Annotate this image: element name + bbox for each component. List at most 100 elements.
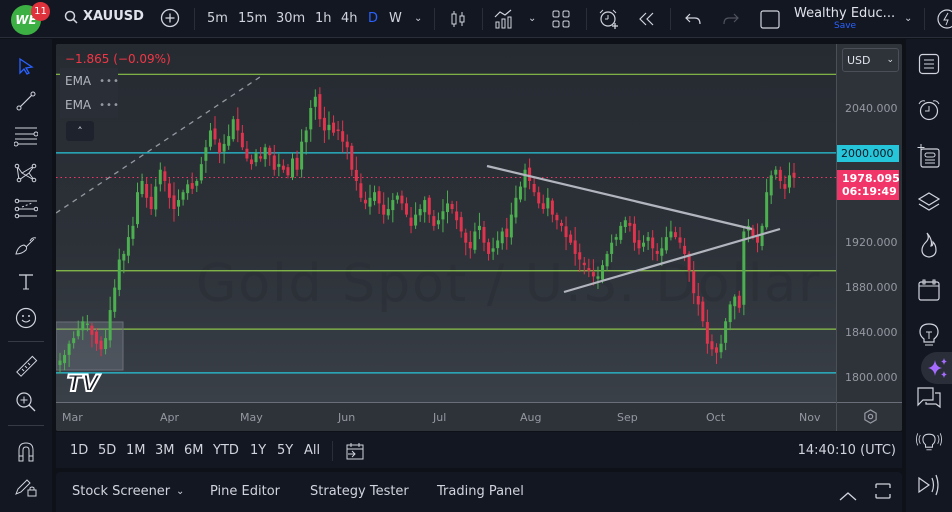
range-6m[interactable]: 6M (184, 443, 204, 458)
alarm-plus-icon (599, 9, 618, 29)
trendline-icon (16, 91, 36, 111)
smiley-icon (15, 307, 37, 329)
timeframe-15m[interactable]: 15m (238, 11, 268, 26)
calendar-arrow-icon (346, 443, 364, 460)
redo-button[interactable] (723, 12, 739, 26)
range-5y[interactable]: 5Y (277, 443, 294, 458)
right-sidebar (906, 39, 952, 512)
brush-tool[interactable] (13, 233, 39, 259)
calendar-button[interactable] (916, 277, 942, 303)
bottom-panel-tabs: Stock Screener ⌄ Pine Editor Strategy Te… (56, 472, 902, 512)
range-1d[interactable]: 1D (70, 443, 89, 458)
live-button[interactable] (916, 472, 942, 498)
trendline-tool[interactable] (13, 88, 39, 114)
object-tree-button[interactable] (916, 143, 942, 169)
undo-button[interactable] (685, 12, 701, 26)
date-range-bar: 1D 5D 1M 3M 6M YTD 1Y 5Y All 14:40:10 (U… (56, 432, 902, 468)
indicators-icon (494, 9, 512, 29)
ideas-button[interactable] (916, 322, 942, 348)
compare-symbol-button[interactable] (160, 8, 180, 28)
go-to-date-button[interactable] (345, 441, 365, 465)
tab-stock-screener[interactable]: Stock Screener (72, 484, 171, 499)
timeframe-1h[interactable]: 1h (315, 11, 332, 26)
forecast-tool[interactable] (13, 196, 39, 222)
streams-button[interactable] (916, 429, 942, 455)
hotlists-button[interactable] (916, 232, 942, 258)
flame-icon (921, 232, 937, 258)
layout-button[interactable] (552, 10, 570, 28)
timeframe-w[interactable]: W (389, 11, 402, 26)
timeframe-5m[interactable]: 5m (207, 11, 228, 26)
fullscreen-toggle-button[interactable] (760, 10, 780, 29)
price-label: 1800.000 (845, 371, 898, 384)
timeframe-dropdown-chevron-icon[interactable]: ⌄ (414, 13, 423, 24)
ruler-icon (16, 355, 38, 377)
range-ytd[interactable]: YTD (213, 443, 239, 458)
quick-search-button[interactable] (936, 8, 952, 30)
symbol-watermark: Gold Spot / U.S. Dollar (196, 254, 822, 314)
undo-icon (685, 13, 701, 25)
price-change: −1.865 (−0.09%) (65, 52, 171, 66)
cursor-tool[interactable] (13, 53, 39, 79)
symbol-search[interactable]: XAUUSD (64, 9, 144, 24)
tradingview-logo[interactable]: TV (66, 371, 100, 398)
indicators-button[interactable] (494, 9, 516, 29)
month-label: Oct (706, 411, 726, 424)
fib-tool[interactable] (13, 123, 39, 149)
indicators-dropdown-chevron-icon[interactable]: ⌄ (528, 13, 537, 24)
range-all[interactable]: All (304, 443, 321, 458)
replay-button[interactable] (638, 11, 656, 27)
range-1y[interactable]: 1Y (250, 443, 267, 458)
price-axis[interactable]: USD ⌄ 2040.000 2000.000 1978.095 06:19:4… (836, 44, 902, 431)
screener-chevron-down-icon[interactable]: ⌄ (176, 486, 185, 497)
chart-type-button[interactable] (449, 10, 467, 28)
layout-name[interactable]: Wealthy Educ... (794, 6, 896, 21)
month-label: Apr (160, 411, 180, 424)
top-toolbar: WE 11 XAUUSD 5m 15m 30m 1h 4h D W ⌄ ⌄ We… (0, 0, 952, 38)
zoom-in-tool[interactable] (13, 389, 39, 415)
tab-pine-editor[interactable]: Pine Editor (210, 484, 281, 499)
chats-button[interactable] (916, 385, 942, 411)
magnet-tool[interactable] (13, 439, 39, 465)
timeframe-d[interactable]: D (368, 11, 379, 26)
indicator-ema-2[interactable]: EMA ••• (65, 98, 120, 112)
collapse-legend-button[interactable]: ˄ (66, 121, 94, 141)
timeframe-4h[interactable]: 4h (341, 11, 358, 26)
range-1m[interactable]: 1M (126, 443, 146, 458)
expand-panel-button[interactable] (839, 486, 857, 505)
utc-clock[interactable]: 14:40:10 (UTC) (797, 443, 896, 458)
price-plot[interactable]: Gold Spot / U.S. Dollar −1.865 (−0.09%) … (56, 44, 836, 402)
pencil-lock-icon (15, 479, 37, 497)
bar-countdown: 06:19:49 (842, 185, 897, 198)
text-tool[interactable] (13, 269, 39, 295)
alert-button[interactable] (598, 8, 620, 30)
timeframe-30m[interactable]: 30m (276, 11, 306, 26)
maximize-panel-button[interactable] (875, 483, 891, 503)
month-label: May (240, 411, 263, 424)
currency-selector[interactable]: USD ⌄ (842, 48, 899, 72)
alerts-button[interactable] (916, 97, 942, 123)
lock-drawings-tool[interactable] (13, 474, 39, 500)
time-axis[interactable]: Mar Apr May Jun Jul Aug Sep Oct Nov (56, 402, 836, 431)
pattern-tool[interactable] (13, 160, 39, 186)
month-label: Jul (433, 411, 447, 424)
brush-icon (15, 237, 37, 255)
more-options-icon[interactable]: ••• (99, 75, 120, 87)
layers-button[interactable] (916, 189, 942, 215)
watchlist-button[interactable] (916, 51, 942, 77)
range-5d[interactable]: 5D (98, 443, 117, 458)
tab-strategy-tester[interactable]: Strategy Tester (310, 484, 409, 499)
save-layout-link[interactable]: Save (834, 21, 857, 31)
more-options-icon[interactable]: ••• (99, 99, 120, 111)
measure-tool[interactable] (13, 354, 39, 380)
chart-settings-button[interactable] (863, 409, 878, 428)
ai-assistant-button[interactable] (921, 352, 952, 384)
emoji-tool[interactable] (13, 305, 39, 331)
layout-dropdown-chevron-icon[interactable]: ⌄ (904, 13, 913, 24)
lightbulb-icon (919, 323, 939, 346)
indicator-ema-1[interactable]: EMA ••• (65, 74, 120, 88)
chart-pane[interactable]: Gold Spot / U.S. Dollar −1.865 (−0.09%) … (56, 44, 902, 431)
tab-trading-panel[interactable]: Trading Panel (437, 484, 524, 499)
range-3m[interactable]: 3M (155, 443, 175, 458)
symbol-name: XAUUSD (83, 9, 144, 24)
